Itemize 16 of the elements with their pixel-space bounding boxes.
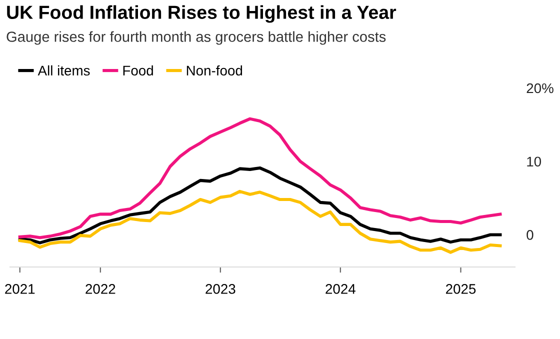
x-tick-label: 2025 <box>446 284 476 294</box>
x-tick-label: 2021 <box>5 284 35 294</box>
chart-subtitle: Gauge rises for fourth month as grocers battle higher costs <box>6 31 386 45</box>
y-tick-label: 0 <box>526 230 534 240</box>
x-tick-label: 2024 <box>326 284 356 294</box>
legend-label: Non-food <box>186 65 242 76</box>
x-tick-label: 2023 <box>206 284 236 294</box>
legend-label: All items <box>38 65 90 76</box>
line-series <box>18 117 502 240</box>
line-series <box>18 166 502 244</box>
legend-label: Food <box>123 65 153 76</box>
y-tick-label: 20% <box>526 83 554 94</box>
x-tick-label: 2022 <box>86 284 116 294</box>
line-series <box>18 190 502 254</box>
y-tick-label: 10 <box>527 156 542 167</box>
chart-title: UK Food Inflation Rises to Highest in a Year <box>7 5 396 23</box>
